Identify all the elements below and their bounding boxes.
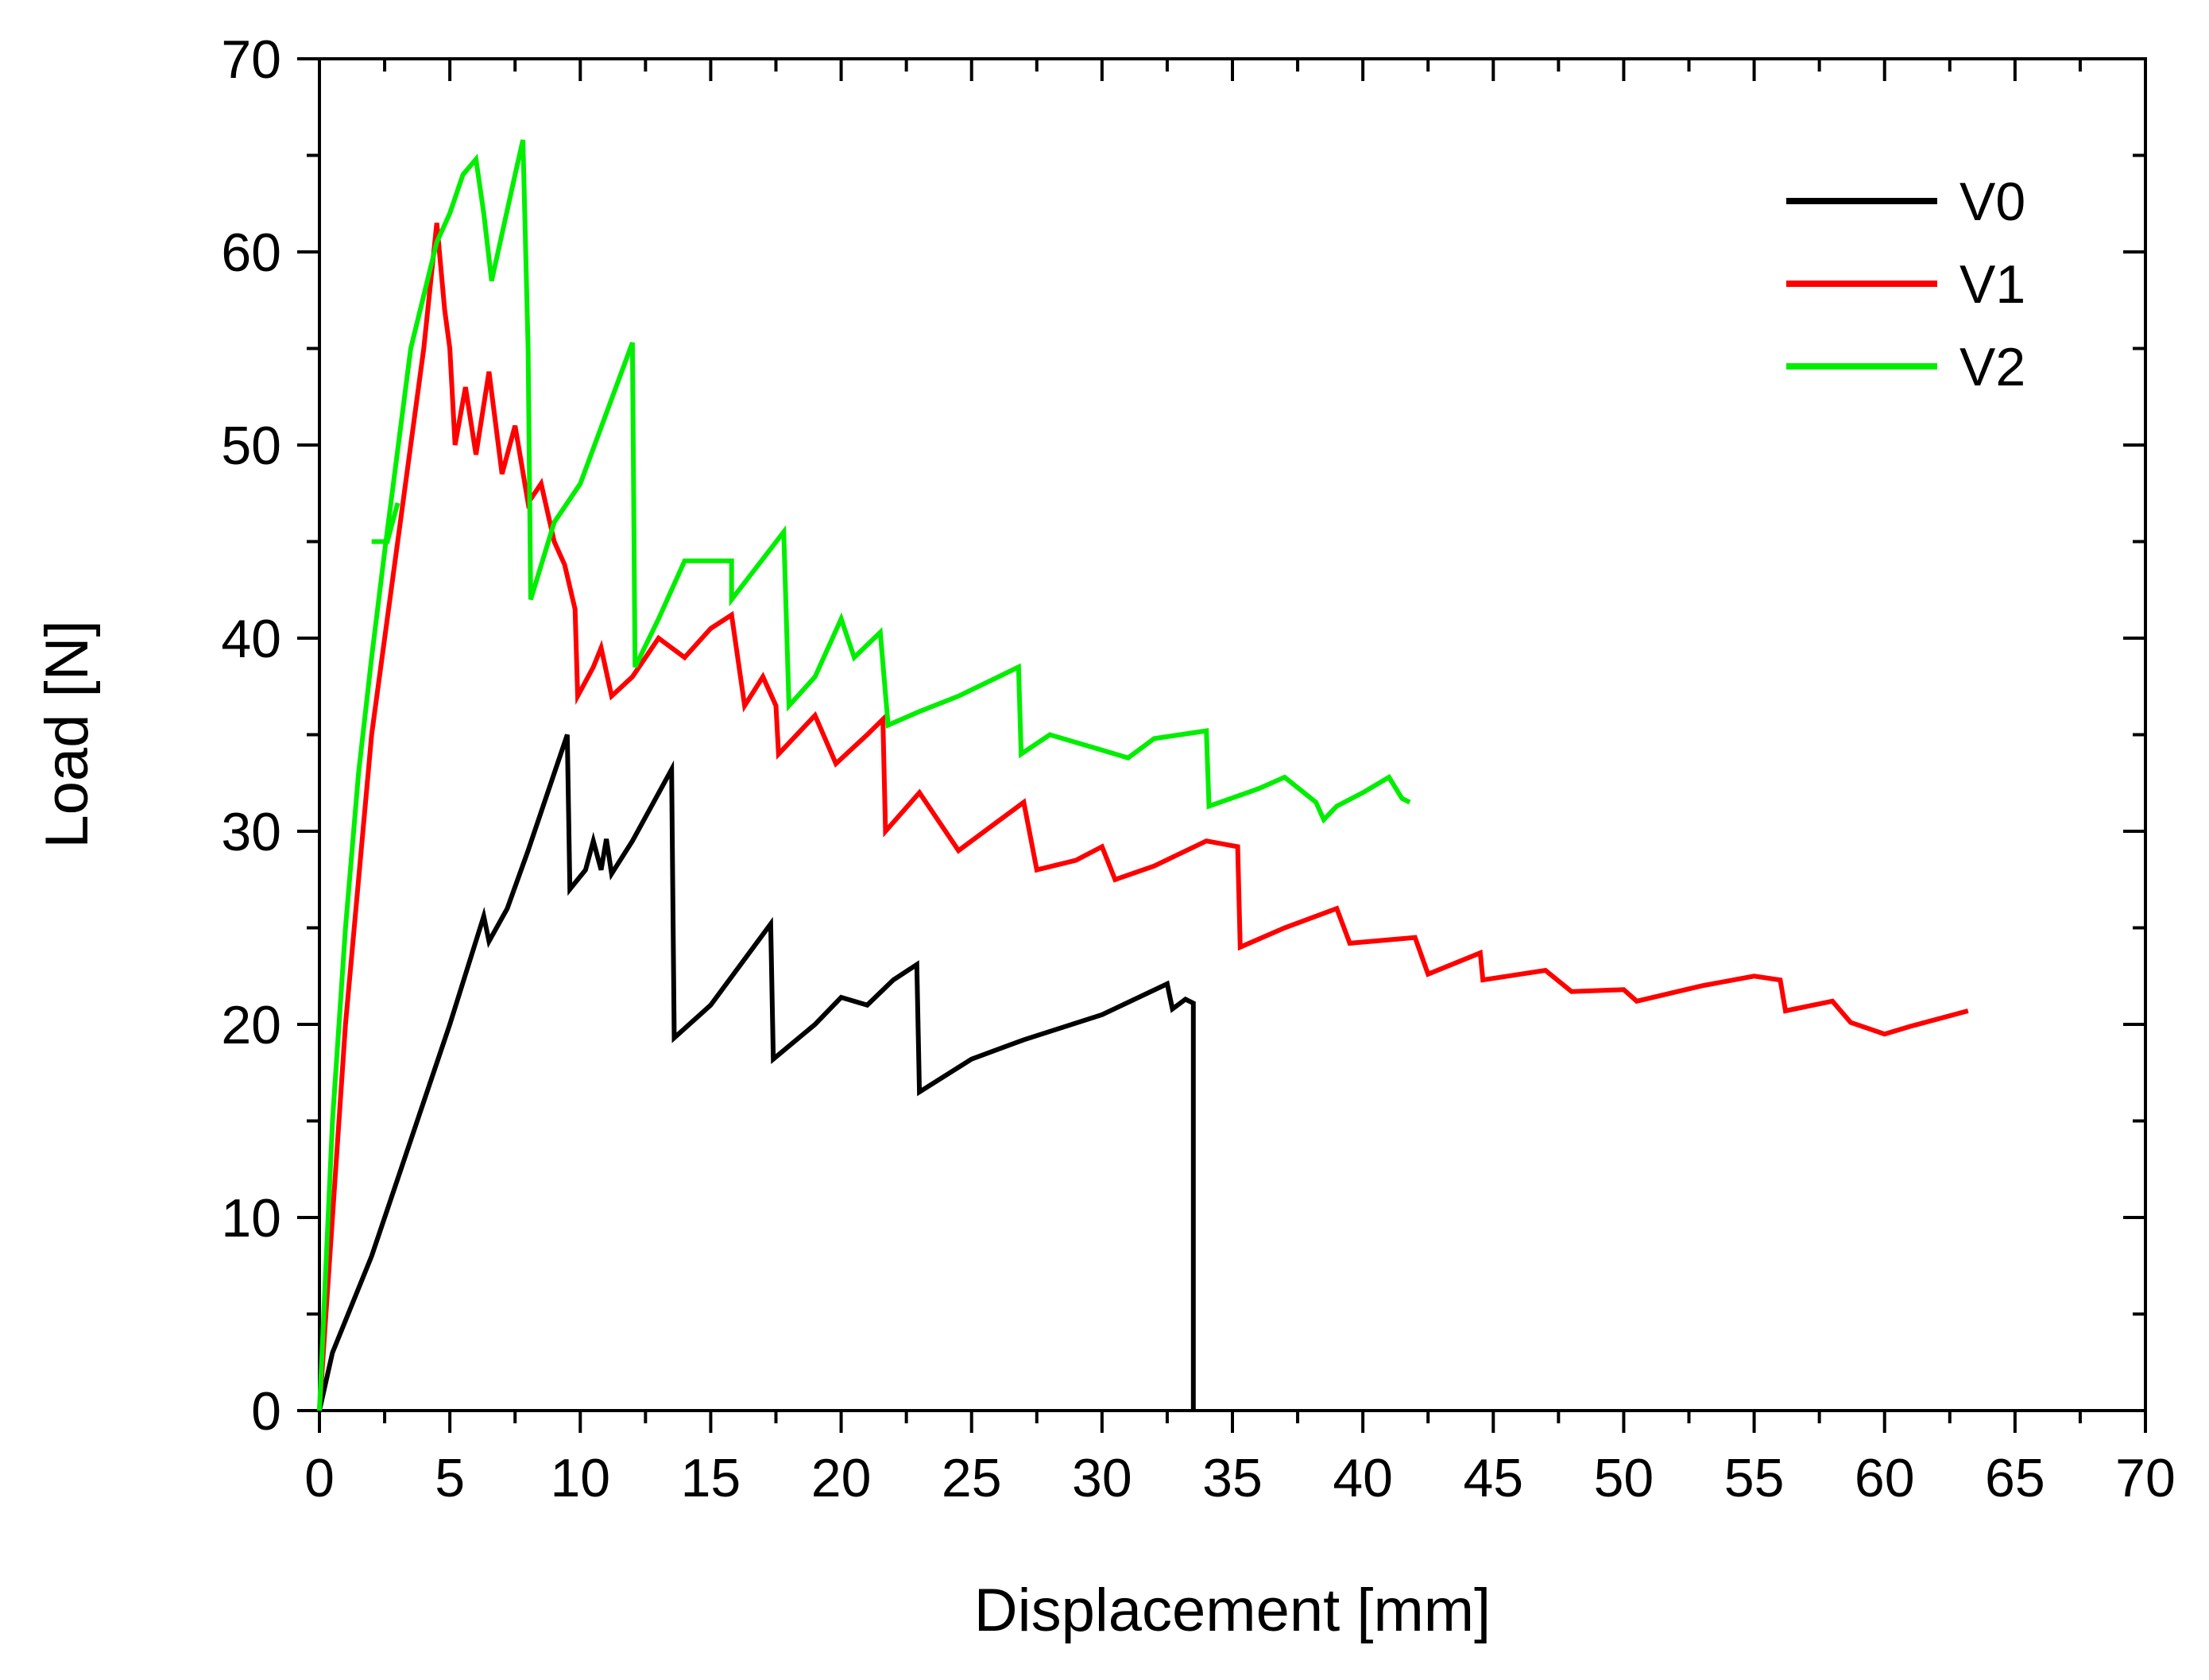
legend: V0 V1 V2 (1786, 172, 2025, 397)
y-tick-label: 70 (221, 29, 281, 90)
x-tick-label: 50 (1594, 1448, 1654, 1508)
y-axis-title: Load [N] (33, 620, 101, 848)
x-tick-label: 30 (1072, 1448, 1132, 1508)
y-tick-label: 30 (221, 802, 281, 862)
x-tick-label: 55 (1724, 1448, 1785, 1508)
y-tick-label: 60 (221, 223, 281, 283)
x-tick-label: 25 (942, 1448, 1002, 1508)
x-tick-label: 0 (304, 1448, 335, 1508)
y-tick-label: 10 (221, 1188, 281, 1248)
x-tick-label: 5 (435, 1448, 465, 1508)
y-tick-label: 40 (221, 609, 281, 669)
x-tick-label: 35 (1202, 1448, 1263, 1508)
ticks-layer: 0 5 10 15 20 25 30 35 40 45 50 55 60 65 70 0 10 20 30 40 50 6… (221, 29, 2175, 1508)
y-tick-label: 50 (221, 416, 281, 476)
x-tick-label: 40 (1333, 1448, 1393, 1508)
x-axis-title: Displacement [mm] (974, 1577, 1491, 1644)
y-tick-label: 20 (221, 995, 281, 1055)
legend-label-v2: V2 (1959, 337, 2025, 397)
series-line-v2 (317, 139, 1411, 1411)
x-tick-label: 15 (681, 1448, 741, 1508)
legend-label-v1: V1 (1959, 254, 2025, 315)
x-tick-label: 60 (1855, 1448, 1915, 1508)
x-tick-label: 20 (811, 1448, 872, 1508)
series-line-v1 (317, 223, 1969, 1411)
x-tick-label: 70 (2115, 1448, 2176, 1508)
x-tick-label: 65 (1985, 1448, 2045, 1508)
series-line-v2-fragment-3 (371, 502, 400, 544)
series-layer (317, 139, 1969, 1411)
x-tick-label: 10 (550, 1448, 610, 1508)
y-tick-label: 0 (251, 1381, 281, 1442)
x-tick-label: 45 (1463, 1448, 1523, 1508)
series-line-v0 (317, 734, 1196, 1411)
plot-frame (318, 57, 2147, 1412)
legend-label-v0: V0 (1959, 172, 2025, 232)
